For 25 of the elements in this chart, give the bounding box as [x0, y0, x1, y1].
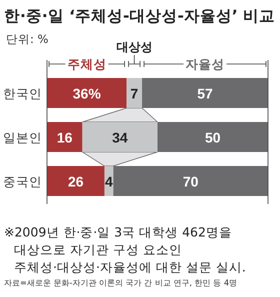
bar: [126, 78, 142, 108]
data-label: 50: [204, 130, 221, 146]
y-tick-label: 일본인: [3, 130, 42, 145]
bar: [47, 122, 82, 152]
data-label: 57: [197, 86, 214, 102]
series-label: 자율성: [186, 56, 225, 72]
data-label: 34: [112, 130, 128, 146]
data-label: 26: [68, 174, 84, 190]
bar: [142, 78, 268, 108]
bar: [113, 166, 268, 196]
data-label: 36%: [72, 86, 102, 102]
bar: [47, 166, 104, 196]
text: ※2009년 한·중·일 3국 대학생 462명을 대상으로 자기관 구성 요소인 주체성·대상성·자율성에 대한 설문 실시.: [4, 224, 246, 274]
data-label: 4: [104, 174, 113, 190]
text: 대상성: [116, 40, 152, 54]
y-tick-label: 중국인: [3, 174, 42, 189]
y-tick-label: 한국인: [3, 86, 42, 101]
data-label: 7: [130, 86, 138, 102]
series-label: 주체성: [67, 56, 106, 72]
chart-title: 한·중·일 ‘주체성-대상성-자율성’ 비교: [4, 7, 276, 25]
data-label: 70: [182, 174, 199, 190]
bar: [158, 122, 268, 152]
chart-subtitle: 단위: %: [6, 32, 49, 46]
text: 자료=새로운 문화-자기관 이론의 국가 간 비교 연구, 한민 등 4명: [4, 278, 238, 288]
data-label: 16: [56, 130, 73, 146]
